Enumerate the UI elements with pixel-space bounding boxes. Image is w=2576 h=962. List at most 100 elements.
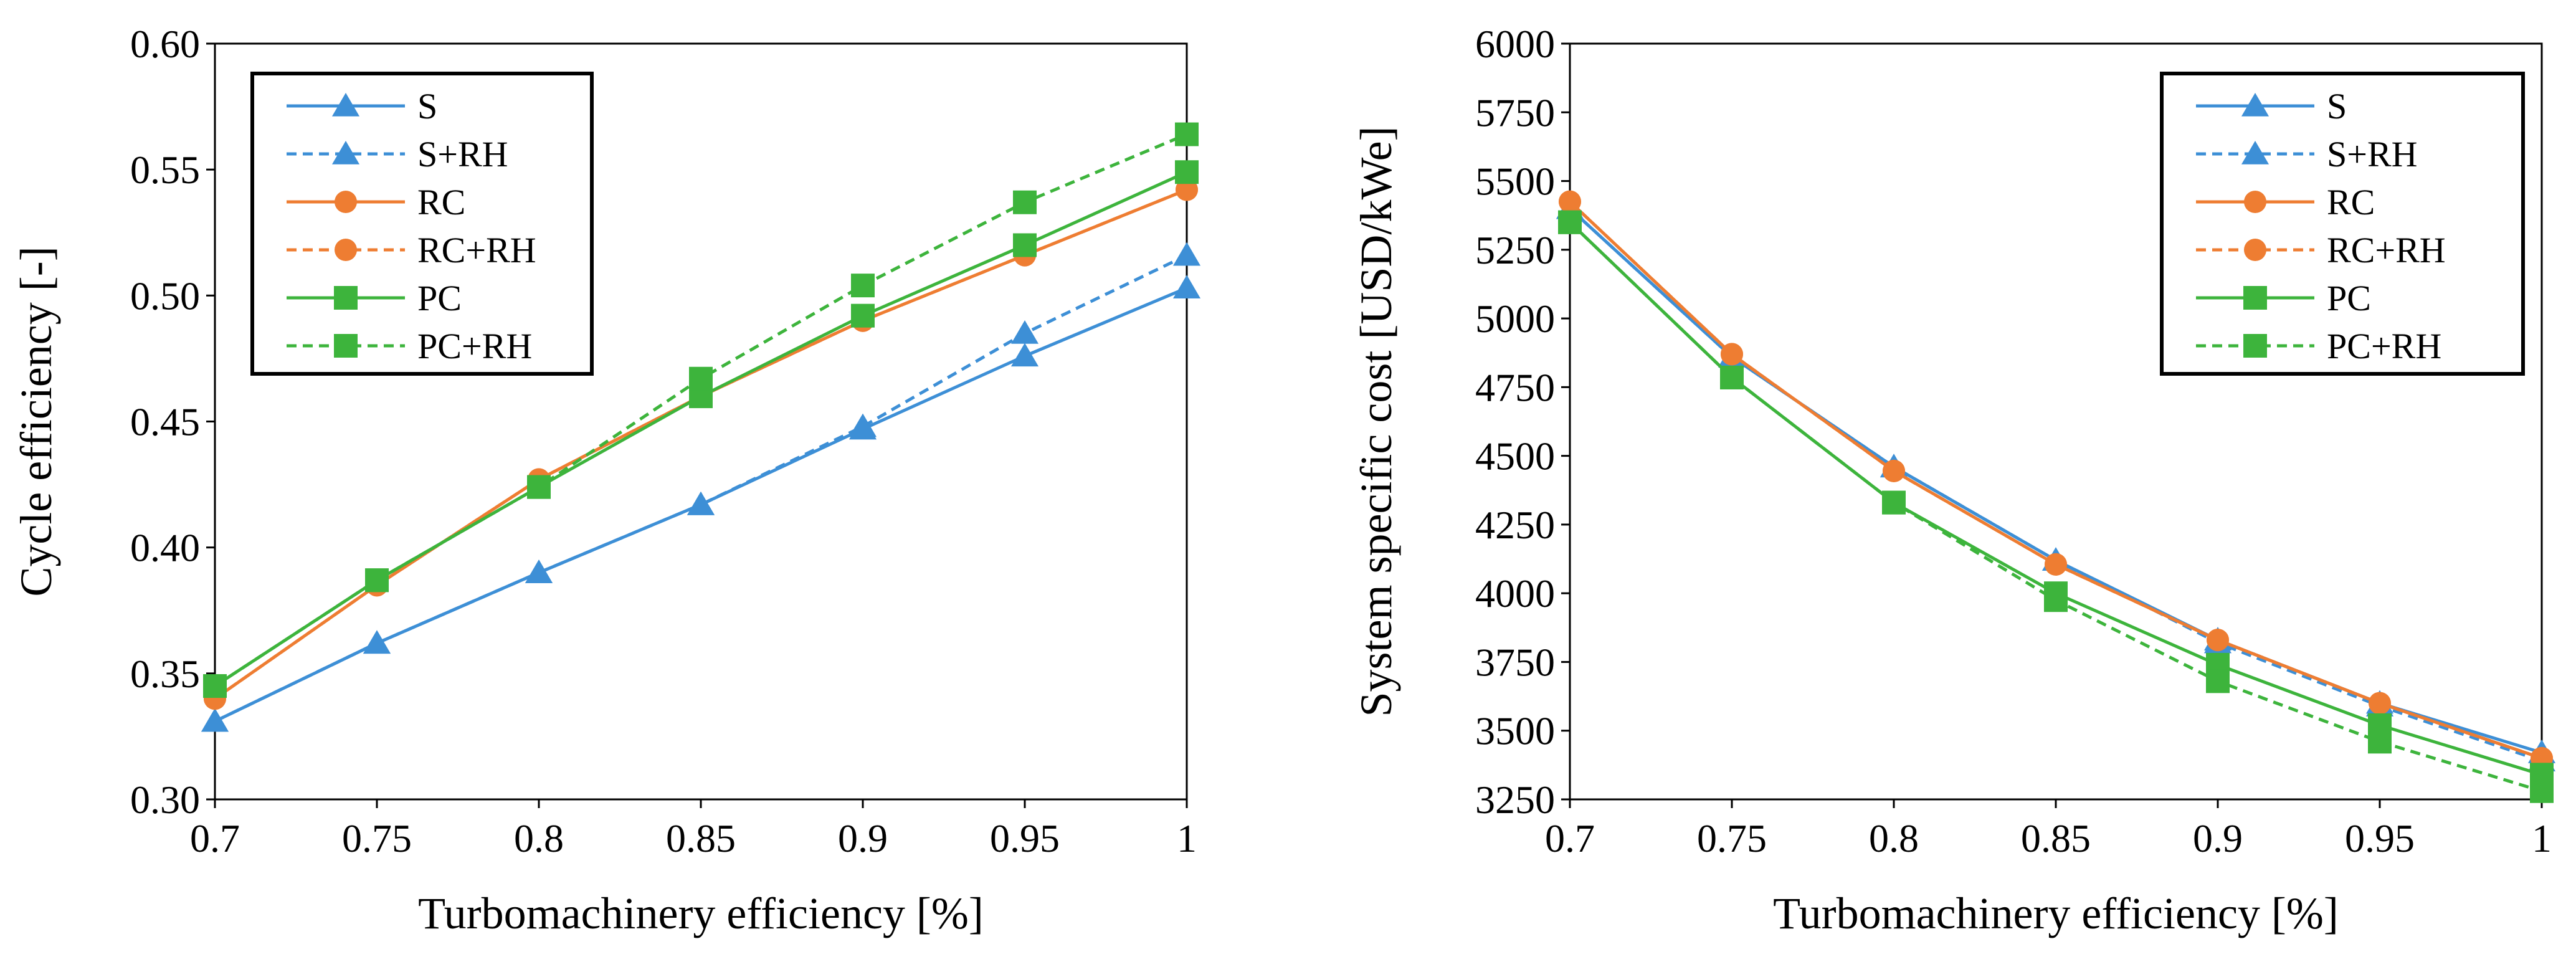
- data-point-pc: [851, 303, 875, 328]
- data-point-pc-rh: [1013, 190, 1037, 214]
- data-point-pc-rh: [2044, 588, 2068, 612]
- legend-label: RC: [2327, 182, 2375, 222]
- legend-marker: [331, 93, 360, 117]
- y-tick-label: 3250: [1475, 778, 1555, 822]
- legend-label: S: [2327, 86, 2347, 126]
- legend-label: S+RH: [417, 134, 508, 174]
- legend-marker: [2241, 93, 2269, 117]
- legend-marker: [2244, 191, 2266, 213]
- legend-label: S+RH: [2327, 134, 2418, 174]
- data-point-pc-rh: [2206, 669, 2230, 693]
- legend-box: [250, 72, 594, 376]
- y-tick-label: 4750: [1475, 365, 1555, 409]
- data-point-pc-rh: [1882, 490, 1906, 515]
- x-tick-label: 0.7: [1545, 816, 1595, 860]
- y-tick-label: 6000: [1475, 22, 1555, 66]
- y-tick-label: 0.40: [130, 526, 200, 570]
- data-point-s-rh: [848, 413, 877, 437]
- x-axis-title: Turbomachinery efficiency [%]: [418, 888, 984, 938]
- data-point-pc-rh: [2368, 730, 2392, 754]
- legend-label: RC+RH: [2327, 230, 2446, 270]
- y-tick-label: 0.45: [130, 400, 200, 444]
- legend-label: PC+RH: [417, 326, 532, 366]
- legend-label: PC: [417, 278, 462, 318]
- x-tick-label: 0.95: [2345, 816, 2415, 860]
- x-tick-label: 0.75: [1697, 816, 1767, 860]
- y-tick-label: 4000: [1475, 571, 1555, 616]
- y-tick-label: 5250: [1475, 228, 1555, 272]
- y-axis-title: Cycle efficiency [-]: [11, 246, 61, 596]
- data-point-pc: [1013, 233, 1037, 257]
- y-tick-label: 3750: [1475, 640, 1555, 684]
- legend-marker: [2243, 286, 2267, 310]
- legend-marker: [334, 286, 358, 310]
- data-point-s: [1010, 343, 1039, 367]
- data-point-rc-rh: [1721, 343, 1743, 366]
- data-point-rc-rh: [1883, 459, 1905, 482]
- x-tick-label: 0.75: [342, 816, 412, 860]
- data-point-pc-rh: [1720, 365, 1744, 389]
- y-tick-label: 5000: [1475, 297, 1555, 341]
- y-tick-label: 5500: [1475, 160, 1555, 204]
- y-tick-label: 0.30: [130, 778, 200, 822]
- x-tick-label: 0.9: [2193, 816, 2243, 860]
- data-point-rc-rh: [2369, 692, 2391, 715]
- legend-label: PC+RH: [2327, 326, 2441, 366]
- data-point-pc-rh: [2530, 779, 2554, 803]
- y-tick-label: 0.35: [130, 652, 200, 696]
- data-point-s-rh: [1010, 320, 1039, 344]
- data-point-s: [1172, 275, 1201, 299]
- data-point-rc-rh: [2045, 553, 2067, 576]
- cycle-efficiency-chart: 0.30 0.35 0.40 0.45 0.50 0.55 0.60 0.7 0.75 0.8 0.…: [11, 22, 1201, 938]
- x-tick-label: 0.8: [1869, 816, 1919, 860]
- legend: S S+RH RC RC+RH PC PC+RH: [250, 72, 594, 376]
- x-tick-label: 0.9: [838, 816, 888, 860]
- y-tick-label: 0.50: [130, 274, 200, 318]
- y-tick-label: 0.55: [130, 148, 200, 192]
- y-tick-label: 4250: [1475, 503, 1555, 547]
- data-point-pc-rh: [203, 674, 227, 698]
- legend: S S+RH RC RC+RH PC PC+RH: [2160, 72, 2525, 376]
- legend-label: RC: [417, 182, 465, 222]
- x-tick-label: 1: [2532, 816, 2552, 860]
- x-tick-label: 0.85: [666, 816, 736, 860]
- legend-marker: [2241, 141, 2269, 164]
- legend-label: S: [417, 86, 437, 126]
- x-tick-label: 1: [1177, 816, 1197, 860]
- legend-marker: [335, 191, 357, 213]
- legend-marker: [2243, 334, 2267, 358]
- data-point-s-rh: [363, 630, 391, 654]
- legend-label: RC+RH: [417, 230, 536, 270]
- data-point-pc-rh: [851, 274, 875, 298]
- system-cost-chart: 3250 3500 3750 4000 4250 4500 4750 5000 5250 5500…: [1351, 22, 2556, 938]
- y-tick-label: 5750: [1475, 90, 1555, 135]
- data-point-pc-rh: [527, 475, 551, 499]
- data-point-rc-rh: [2207, 629, 2229, 652]
- legend-marker: [335, 239, 357, 261]
- data-point-pc-rh: [365, 568, 389, 593]
- data-point-s-rh: [525, 560, 553, 583]
- y-tick-label: 4500: [1475, 434, 1555, 479]
- y-axis-title: System specific cost [USD/kWe]: [1351, 126, 1401, 717]
- x-tick-label: 0.7: [190, 816, 240, 860]
- x-tick-label: 0.95: [990, 816, 1060, 860]
- data-point-s-rh: [1172, 242, 1201, 266]
- legend-box: [2160, 72, 2525, 376]
- data-point-s-rh: [687, 491, 715, 515]
- y-tick-label: 0.60: [130, 22, 200, 66]
- data-point-pc-rh: [1558, 210, 1582, 234]
- data-point-pc-rh: [1175, 122, 1199, 146]
- x-tick-label: 0.8: [514, 816, 564, 860]
- legend-marker: [2244, 239, 2266, 261]
- data-point-rc-rh: [1559, 190, 1581, 213]
- legend-label: PC: [2327, 278, 2371, 318]
- x-axis-title: Turbomachinery efficiency [%]: [1773, 888, 2339, 938]
- data-point-pc: [1175, 160, 1199, 184]
- data-point-pc-rh: [689, 366, 713, 391]
- y-tick-label: 3500: [1475, 709, 1555, 753]
- data-point-s-rh: [201, 708, 229, 732]
- data-point-rc-rh: [1176, 178, 1198, 201]
- legend-marker: [334, 334, 358, 358]
- legend-marker: [331, 141, 360, 164]
